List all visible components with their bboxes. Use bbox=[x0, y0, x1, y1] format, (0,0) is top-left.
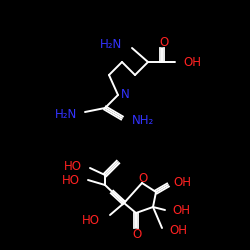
Text: OH: OH bbox=[183, 56, 201, 70]
Text: OH: OH bbox=[173, 176, 191, 190]
Text: H₂N: H₂N bbox=[100, 38, 122, 52]
Text: H₂N: H₂N bbox=[55, 108, 77, 122]
Text: OH: OH bbox=[169, 224, 187, 237]
Text: O: O bbox=[160, 36, 168, 50]
Text: N: N bbox=[121, 88, 130, 101]
Text: HO: HO bbox=[62, 174, 80, 186]
Text: O: O bbox=[138, 172, 147, 184]
Text: O: O bbox=[132, 228, 141, 240]
Text: HO: HO bbox=[64, 160, 82, 172]
Text: NH₂: NH₂ bbox=[132, 114, 154, 128]
Text: HO: HO bbox=[82, 214, 100, 226]
Text: OH: OH bbox=[172, 204, 190, 216]
